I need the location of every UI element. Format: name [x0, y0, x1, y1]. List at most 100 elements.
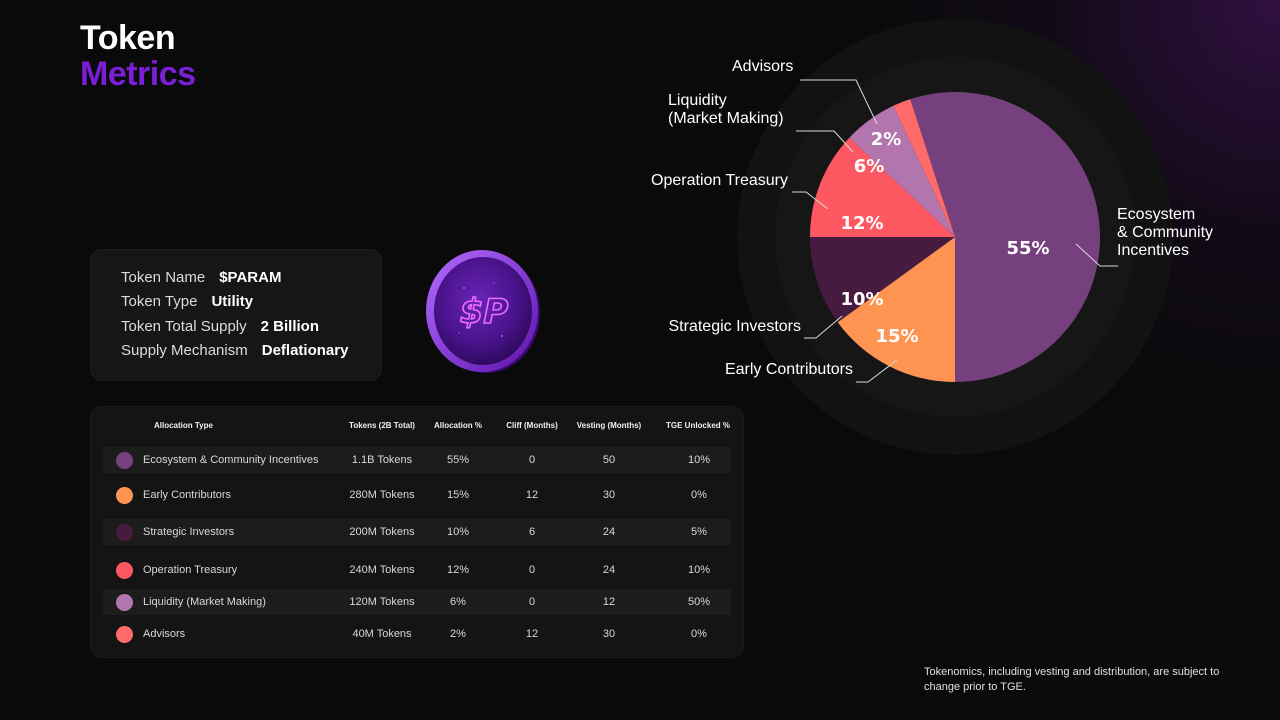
row-allocation: 10% [446, 526, 470, 538]
header-vesting: Vesting (Months) [576, 421, 642, 430]
row-allocation: 15% [446, 489, 470, 501]
pie-slice [837, 237, 955, 382]
pie-svg: 55% 15% 10% 12% 6% 2% Ecosystem & Community Inc… [651, 19, 1213, 455]
table-row: Ecosystem & Community Incentives 1.1B To… [103, 447, 731, 473]
row-color-dot [116, 626, 133, 643]
footnote: Tokenomics, including vesting and distri… [924, 666, 1220, 693]
row-vesting: 12 [602, 596, 616, 608]
row-cliff: 0 [528, 564, 536, 576]
header-allocation-type: Allocation Type [154, 421, 213, 430]
supply-mechanism-row: Supply Mechanism Deflationary [121, 342, 348, 359]
token-name-value: $PARAM [219, 269, 282, 286]
row-allocation: 12% [446, 564, 470, 576]
row-tokens: 240M Tokens [349, 564, 415, 576]
slice-label-line: Operation Treasury [651, 172, 788, 189]
slice-label-line: Strategic Investors [669, 318, 802, 335]
slice-percent-label: 55% [1006, 238, 1049, 259]
page-title: Token Metrics [80, 20, 196, 92]
pie-slice [910, 92, 1100, 382]
pie-slice [893, 99, 955, 237]
row-tokens: 120M Tokens [349, 596, 415, 608]
table-row: Early Contributors 280M Tokens 15% 12 30… [103, 482, 731, 508]
row-cliff: 0 [528, 454, 536, 466]
row-allocation: 55% [446, 454, 470, 466]
header-cliff: Cliff (Months) [506, 421, 558, 430]
pie-slice [810, 237, 955, 323]
row-vesting: 50 [602, 454, 616, 466]
row-vesting: 30 [602, 489, 616, 501]
leader-line [800, 79, 878, 125]
table-row: Operation Treasury 240M Tokens 12% 0 24 … [103, 557, 731, 583]
slice-percent-label: 12% [840, 213, 883, 234]
row-name: Strategic Investors [143, 526, 235, 538]
pie-slice [810, 137, 955, 237]
slice-category-label: Early Contributors [725, 361, 853, 378]
token-type-label: Token Type [121, 293, 198, 310]
slice-category-label: Ecosystem & Community Incentives [1117, 206, 1213, 259]
row-vesting: 30 [602, 628, 616, 640]
row-name: Liquidity (Market Making) [143, 596, 266, 608]
supply-mechanism-value: Deflationary [261, 342, 349, 359]
slice-category-label: Operation Treasury [651, 172, 788, 189]
row-color-dot [116, 487, 133, 504]
row-cliff: 12 [525, 489, 539, 501]
slice-category-label: Strategic Investors [669, 318, 802, 335]
pie-leader-lines [792, 79, 1118, 383]
slice-category-label: Liquidity (Market Making) [668, 92, 784, 127]
token-type-value: Utility [211, 293, 254, 310]
leader-line [856, 359, 898, 383]
row-vesting: 24 [602, 564, 616, 576]
supply-mechanism-label: Supply Mechanism [121, 342, 248, 359]
row-vesting: 24 [602, 526, 616, 538]
pie-category-labels: Ecosystem & Community Incentives Early Cont… [651, 58, 1213, 378]
slice-label-line: (Market Making) [668, 110, 784, 127]
slice-percent-label: 10% [840, 289, 883, 310]
row-color-dot [116, 594, 133, 611]
param-coin-icon: $P [426, 250, 540, 373]
row-tge: 5% [691, 526, 707, 538]
row-cliff: 0 [528, 596, 536, 608]
slice-label-line: & Community [1117, 224, 1213, 241]
row-tokens: 280M Tokens [349, 489, 415, 501]
token-supply-row: Token Total Supply 2 Billion [121, 318, 319, 335]
row-name: Early Contributors [143, 489, 232, 501]
leader-line [792, 191, 829, 210]
header-tokens: Tokens (2B Total) [349, 421, 415, 430]
slice-percent-label: 2% [871, 129, 902, 150]
row-tokens: 40M Tokens [352, 628, 412, 640]
row-name: Advisors [143, 628, 186, 640]
slice-percent-label: 15% [875, 326, 918, 347]
row-tokens: 200M Tokens [349, 526, 415, 538]
table-row: Advisors 40M Tokens 2% 12 30 0% [103, 621, 731, 647]
slice-label-line: Incentives [1117, 242, 1189, 259]
row-cliff: 12 [525, 628, 539, 640]
token-supply-label: Token Total Supply [121, 318, 247, 335]
leader-line [804, 315, 843, 339]
slice-label-line: Advisors [732, 58, 793, 75]
allocation-table: Allocation Type Tokens (2B Total) Alloca… [90, 406, 744, 658]
leader-line [796, 130, 854, 153]
token-name-row: Token Name $PARAM [121, 269, 281, 286]
token-info-card: Token Name $PARAM Token Type Utility Token… [90, 249, 382, 381]
slice-category-label: Advisors [732, 58, 793, 75]
slice-label-line: Early Contributors [725, 361, 853, 378]
header-tge: TGE Unlocked % [665, 421, 731, 430]
pie-slice [849, 105, 955, 237]
row-tge: 10% [687, 564, 711, 576]
table-row: Liquidity (Market Making) 120M Tokens 6%… [103, 589, 731, 615]
row-tge: 50% [687, 596, 711, 608]
row-tge: 0% [691, 489, 707, 501]
row-allocation: 2% [450, 628, 466, 640]
token-supply-value: 2 Billion [260, 318, 319, 335]
page-title-line2: Metrics [80, 55, 196, 93]
leader-line [1075, 243, 1118, 267]
page-title-line1: Token [80, 19, 176, 57]
allocation-pie-chart: 55% 15% 10% 12% 6% 2% Ecosystem & Community Inc… [600, 0, 1280, 480]
token-name-label: Token Name [121, 269, 206, 286]
token-type-row: Token Type Utility [121, 293, 253, 310]
slice-label-line: Liquidity [668, 92, 727, 109]
row-name: Operation Treasury [143, 564, 238, 576]
row-tokens: 1.1B Tokens [351, 454, 413, 466]
row-tge: 10% [687, 454, 711, 466]
row-tge: 0% [691, 628, 707, 640]
